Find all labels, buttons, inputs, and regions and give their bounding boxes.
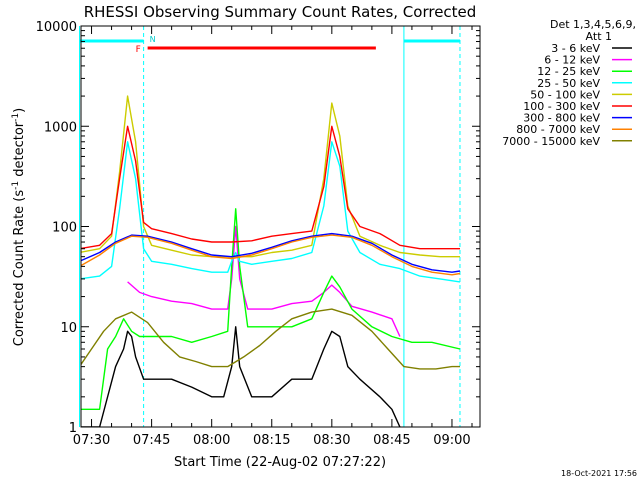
chart-title: RHESSI Observing Summary Count Rates, Co… (84, 3, 477, 21)
x-tick-label: 08:30 (313, 433, 350, 448)
x-tick-label: 07:45 (133, 433, 170, 448)
legend-label-7: 800 - 7000 keV (516, 123, 600, 136)
x-tick-label: 09:00 (433, 433, 470, 448)
legend-label-4: 50 - 100 keV (530, 88, 600, 101)
y-axis-label: Corrected Count Rate (s-1 detector-1) (11, 108, 27, 346)
series-group (81, 95, 461, 427)
legend-label-6: 300 - 800 keV (523, 112, 600, 125)
x-tick-label: 08:45 (373, 433, 410, 448)
y-tick-label: 1 (69, 421, 77, 436)
y-axis-label-sup1: -1 (11, 181, 21, 190)
legend-label-1: 6 - 12 keV (544, 54, 600, 67)
series-line-3 (81, 141, 461, 283)
legend-label-3: 25 - 50 keV (537, 77, 600, 90)
series-line-4 (81, 95, 460, 258)
x-tick-label: 07:30 (73, 433, 110, 448)
y-axis-label-end: ) (12, 108, 27, 113)
legend-header-line1: Det 1,3,4,5,6,9, (550, 18, 636, 31)
series-line-0 (81, 326, 401, 427)
x-tick-label: 08:15 (253, 433, 290, 448)
legend-label-8: 7000 - 15000 keV (502, 135, 600, 148)
series-line-7 (81, 234, 461, 276)
plot-area: FN 1 10 100 1000 10000 07:30 07:45 08:00 08:15 08:… (36, 20, 481, 448)
legend-label-0: 3 - 6 keV (551, 42, 600, 55)
y-axis-label-tail: detector (12, 121, 27, 181)
series-line-8 (81, 308, 460, 370)
legend-header-line2: Att 1 (586, 30, 612, 43)
footer-timestamp: 18-Oct-2021 17:56 (561, 469, 637, 478)
series-line-5 (81, 125, 460, 250)
y-tick-label: 100 (52, 221, 77, 236)
y-axis-label-sup2: -1 (11, 113, 21, 122)
night-marker: N (150, 35, 156, 44)
x-axis-label: Start Time (22-Aug-02 07:27:22) (174, 455, 386, 470)
y-axis-label-main: Corrected Count Rate (s (12, 190, 27, 347)
x-tick-label: 08:00 (193, 433, 230, 448)
y-tick-label: 10 (60, 321, 77, 336)
y-tick-label: 1000 (44, 120, 77, 135)
legend-label-2: 12 - 25 keV (537, 65, 600, 78)
legend-label-5: 100 - 300 keV (523, 100, 600, 113)
flare-marker: F (136, 45, 141, 55)
series-line-2 (81, 208, 461, 410)
series-line-6 (81, 232, 461, 273)
y-tick-label: 10000 (36, 20, 77, 35)
